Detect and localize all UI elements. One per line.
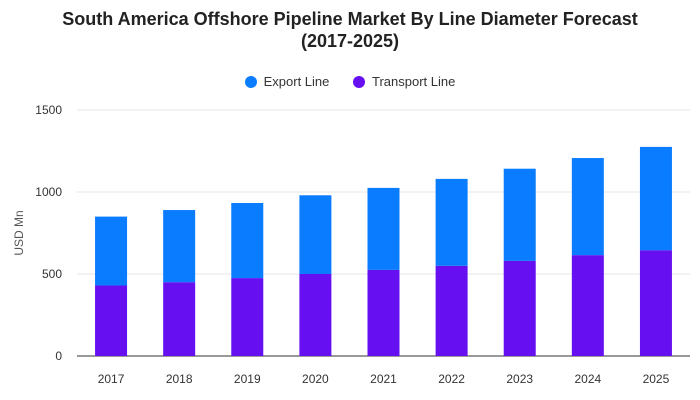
bar-transport-line [367,269,400,356]
bar-export-line [503,168,536,261]
bar-transport-line [299,274,332,356]
legend-item-export-line[interactable]: Export Line [244,74,330,89]
bar-transport-line [231,278,264,356]
y-tick-label: 1000 [35,185,62,199]
x-tick-label: 2022 [438,372,465,386]
x-tick-label: 2019 [234,372,261,386]
y-tick-label: 500 [42,267,62,281]
x-tick-label: 2023 [506,372,533,386]
chart-title-line-1: South America Offshore Pipeline Market B… [62,9,638,29]
bar-export-line [435,178,468,266]
bar-transport-line [163,282,196,356]
legend-label-transport-line: Transport Line [372,74,456,89]
legend-swatch-export-line [244,75,257,88]
bar-export-line [571,158,604,256]
chart-title-line-2: (2017-2025) [300,31,400,51]
bar-transport-line [639,250,672,356]
bar-export-line [367,187,400,270]
bar-export-line [231,202,264,279]
x-tick-label: 2024 [574,372,601,386]
x-tick-label: 2021 [370,372,397,386]
x-tick-label: 2020 [302,372,329,386]
bar-export-line [163,210,196,283]
legend-item-transport-line[interactable]: Transport Line [353,74,455,89]
bar-export-line [299,195,332,274]
x-tick-label: 2018 [166,372,193,386]
chart-title: South America Offshore Pipeline Market B… [0,8,700,52]
y-axis-label: USD Mn [12,210,26,255]
x-tick-label: 2017 [98,372,125,386]
legend-label-export-line: Export Line [263,74,330,89]
chart-legend: Export Line Transport Line [0,74,700,91]
bar-transport-line [435,265,468,356]
x-tick-label: 2025 [643,372,670,386]
bar-export-line [95,216,128,286]
bar-export-line [639,146,672,251]
legend-swatch-transport-line [353,75,366,88]
bar-transport-line [95,285,128,356]
bar-transport-line [503,260,536,356]
bar-transport-line [571,255,604,356]
y-tick-label: 0 [55,349,62,363]
y-tick-label: 1500 [35,103,62,117]
